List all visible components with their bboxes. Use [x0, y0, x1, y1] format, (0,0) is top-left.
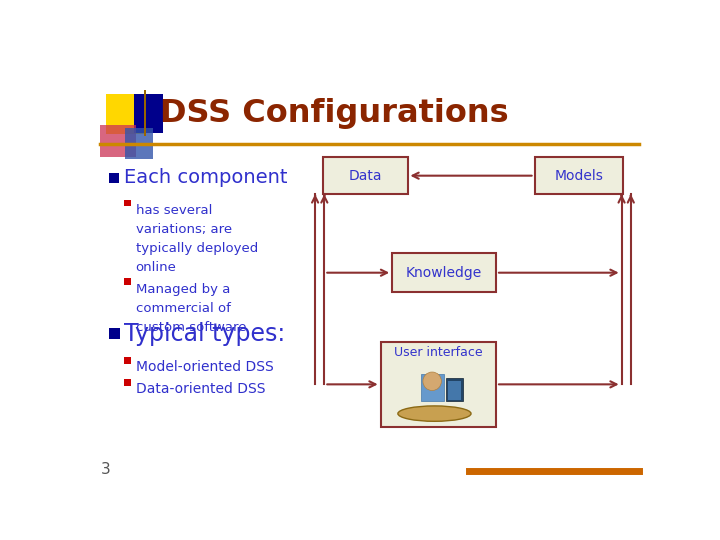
Bar: [124, 357, 131, 364]
Bar: [392, 253, 496, 292]
Text: User interface: User interface: [394, 346, 482, 359]
Ellipse shape: [398, 406, 471, 421]
Text: Knowledge: Knowledge: [406, 266, 482, 280]
Bar: [124, 200, 131, 206]
Bar: [109, 173, 119, 184]
Text: Model-oriented DSS: Model-oriented DSS: [135, 360, 274, 374]
Bar: [448, 381, 462, 400]
Text: Data-oriented DSS: Data-oriented DSS: [135, 382, 265, 396]
Bar: [125, 128, 153, 159]
Text: Managed by a
commercial of
custom software: Managed by a commercial of custom softwa…: [135, 283, 246, 334]
Bar: [381, 342, 496, 427]
Bar: [134, 94, 163, 132]
Text: has several
variations; are
typically deployed
online: has several variations; are typically de…: [135, 204, 258, 274]
Bar: [144, 90, 146, 137]
Bar: [446, 378, 463, 401]
Circle shape: [423, 372, 441, 390]
Bar: [420, 374, 444, 401]
Bar: [106, 94, 145, 134]
Text: Data: Data: [348, 168, 382, 183]
Bar: [323, 157, 408, 194]
Bar: [124, 278, 131, 285]
Bar: [124, 379, 131, 386]
Text: DSS Configurations: DSS Configurations: [160, 98, 508, 129]
Text: Models: Models: [554, 168, 603, 183]
Text: Each component: Each component: [124, 168, 288, 187]
Text: Typical types:: Typical types:: [124, 321, 285, 346]
Bar: [99, 125, 137, 157]
Text: 3: 3: [101, 462, 111, 477]
Bar: [109, 328, 120, 339]
Bar: [534, 157, 623, 194]
